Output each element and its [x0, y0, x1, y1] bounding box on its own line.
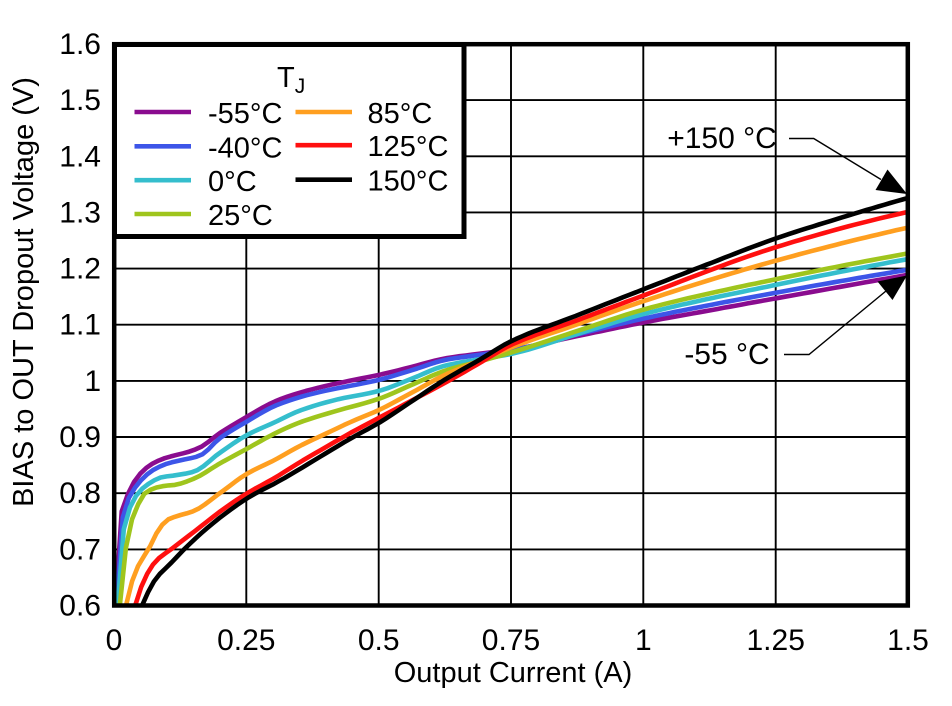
svg-text:1.2: 1.2	[59, 253, 101, 286]
svg-text:0.9: 0.9	[59, 421, 101, 454]
svg-text:125°C: 125°C	[368, 131, 449, 163]
svg-text:-55°C: -55°C	[208, 98, 282, 130]
svg-text:Output Current (A): Output Current (A)	[394, 657, 633, 689]
svg-text:0: 0	[106, 624, 123, 657]
svg-text:0.25: 0.25	[217, 624, 275, 657]
svg-text:0°C: 0°C	[208, 166, 257, 198]
svg-text:-55 °C: -55 °C	[684, 338, 769, 371]
svg-text:1.6: 1.6	[59, 28, 101, 61]
svg-text:1.1: 1.1	[59, 309, 101, 342]
svg-text:1.25: 1.25	[747, 624, 805, 657]
svg-text:1: 1	[635, 624, 652, 657]
svg-text:1: 1	[84, 365, 101, 398]
svg-text:85°C: 85°C	[368, 98, 433, 130]
svg-text:150°C: 150°C	[368, 166, 449, 198]
svg-text:0.5: 0.5	[358, 624, 400, 657]
svg-text:+150 °C: +150 °C	[667, 122, 777, 155]
svg-text:1.5: 1.5	[59, 84, 101, 117]
svg-text:0.6: 0.6	[59, 590, 101, 623]
svg-text:0.8: 0.8	[59, 477, 101, 510]
svg-text:-40°C: -40°C	[208, 132, 282, 164]
svg-text:1.5: 1.5	[887, 624, 929, 657]
svg-text:25°C: 25°C	[208, 200, 273, 232]
svg-text:BIAS to OUT Dropout Voltage (V: BIAS to OUT Dropout Voltage (V)	[8, 77, 40, 507]
svg-text:1.4: 1.4	[59, 140, 101, 173]
svg-text:1.3: 1.3	[59, 196, 101, 229]
svg-text:0.7: 0.7	[59, 533, 101, 566]
svg-text:0.75: 0.75	[482, 624, 540, 657]
